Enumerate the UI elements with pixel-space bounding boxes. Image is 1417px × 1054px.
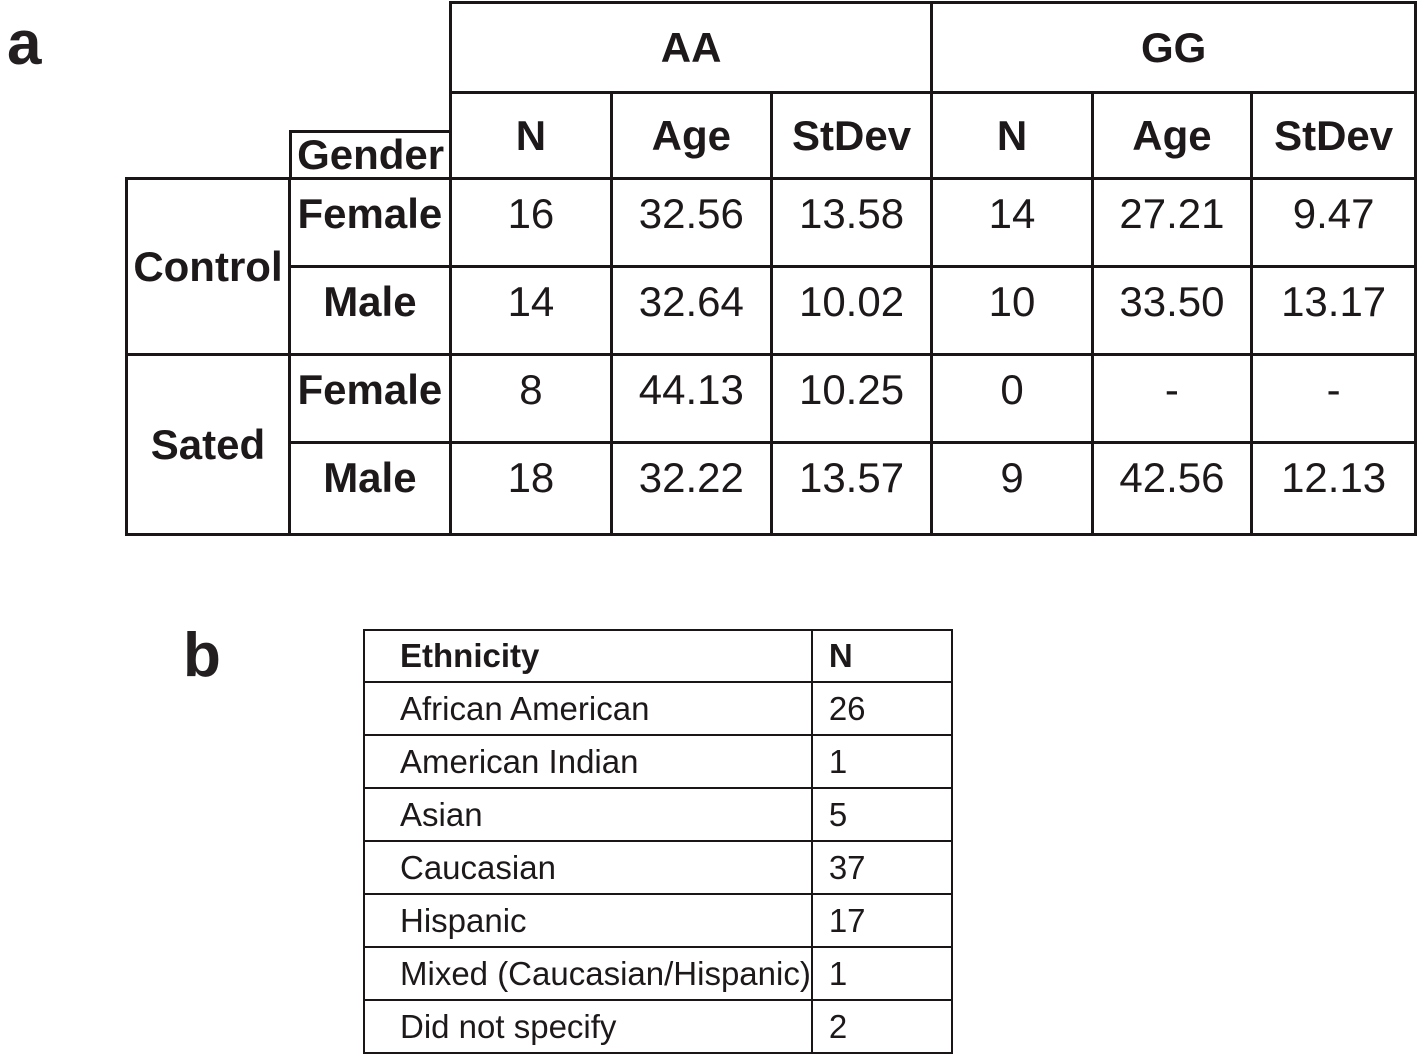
table-row: Did not specify 2 (363, 999, 953, 1054)
value-cell: 42.56 (1090, 441, 1254, 536)
count-cell: 5 (810, 787, 953, 842)
gender-header-box: Gender (289, 130, 449, 178)
table-row: Hispanic 17 (363, 893, 953, 948)
table-row-sated-female: Sated Female 8 44.13 10.25 0 - - (125, 353, 1417, 536)
value-cell: 13.58 (769, 177, 934, 268)
genotype-header-row: AA GG (127, 1, 1417, 94)
count-cell: 37 (810, 840, 953, 895)
value-cell: 32.56 (610, 177, 773, 268)
gg-n-header-cell: N (930, 91, 1094, 180)
table-row-control-male: Male 14 32.64 10.02 10 33.50 13.17 (127, 265, 1417, 356)
n-column-header: N (810, 629, 953, 683)
gg-stdev-header-cell: StDev (1250, 91, 1417, 180)
value-cell: 44.13 (610, 353, 773, 444)
count-cell: 17 (810, 893, 953, 948)
value-cell: 32.22 (610, 441, 773, 536)
value-cell: 32.64 (610, 265, 773, 356)
value-cell: 0 (930, 353, 1094, 444)
table-row-control-female: Control Female 16 32.56 13.58 14 27.21 9… (125, 177, 1417, 356)
ethnicity-column-header: Ethnicity (363, 629, 813, 683)
table-row-sated-male: Male 18 32.22 13.57 9 42.56 12.13 (127, 441, 1417, 536)
ethnicity-table: Ethnicity N African American 26 American… (363, 629, 953, 1054)
count-cell: 1 (810, 734, 953, 789)
value-cell: - (1250, 353, 1417, 444)
panel-b-label: b (183, 621, 221, 690)
value-cell: 10 (930, 265, 1094, 356)
gender-label-cell: Female (287, 177, 452, 268)
value-cell: 16 (448, 177, 614, 268)
value-cell: 10.02 (769, 265, 934, 356)
value-cell: 10.25 (769, 353, 934, 444)
value-cell: 13.17 (1250, 265, 1417, 356)
aa-n-header-cell: N (448, 91, 614, 180)
aa-age-header-cell: Age (610, 91, 773, 180)
value-cell: 8 (448, 353, 614, 444)
table-row: Asian 5 (363, 787, 953, 842)
value-cell: 27.21 (1090, 177, 1254, 268)
table-row: African American 26 (363, 681, 953, 736)
ethnicity-cell: Mixed (Caucasian/Hispanic) (363, 946, 813, 1001)
group-label-control: Control (125, 177, 291, 356)
value-cell: 13.57 (769, 441, 934, 536)
gg-age-header-cell: Age (1090, 91, 1254, 180)
value-cell: 12.13 (1250, 441, 1417, 536)
blank-cell (127, 93, 290, 179)
gender-label-cell: Male (287, 441, 452, 536)
value-cell: 9.47 (1250, 177, 1417, 268)
gender-label-cell: Male (287, 265, 452, 356)
gender-header-cell: Gender (289, 93, 450, 179)
group-label-sated: Sated (125, 353, 291, 536)
table-row: Mixed (Caucasian/Hispanic) 1 (363, 946, 953, 1001)
ethnicity-cell: Caucasian (363, 840, 813, 895)
table-row: American Indian 1 (363, 734, 953, 789)
stat-header-row: Gender N Age StDev N Age StDev (127, 91, 1417, 180)
ethnicity-cell: Did not specify (363, 999, 813, 1054)
ethnicity-cell: Hispanic (363, 893, 813, 948)
count-cell: 2 (810, 999, 953, 1054)
blank-corner-cell (127, 3, 451, 93)
value-cell: 14 (448, 265, 614, 356)
aa-stdev-header-cell: StDev (769, 91, 934, 180)
demographics-table: AA GG Gender N Age StDev N Age StDev Con… (125, 1, 1417, 536)
ethnicity-cell: American Indian (363, 734, 813, 789)
gg-header-cell: GG (930, 1, 1417, 94)
count-cell: 1 (810, 946, 953, 1001)
ethnicity-header-row: Ethnicity N (363, 629, 953, 683)
table-row: Caucasian 37 (363, 840, 953, 895)
value-cell: 14 (930, 177, 1094, 268)
ethnicity-cell: Asian (363, 787, 813, 842)
count-cell: 26 (810, 681, 953, 736)
panel-a-label: a (7, 9, 42, 78)
gender-label-cell: Female (287, 353, 452, 444)
ethnicity-cell: African American (363, 681, 813, 736)
value-cell: 33.50 (1090, 265, 1254, 356)
value-cell: 18 (448, 441, 614, 536)
aa-header-cell: AA (448, 1, 934, 94)
value-cell: - (1090, 353, 1254, 444)
value-cell: 9 (930, 441, 1094, 536)
